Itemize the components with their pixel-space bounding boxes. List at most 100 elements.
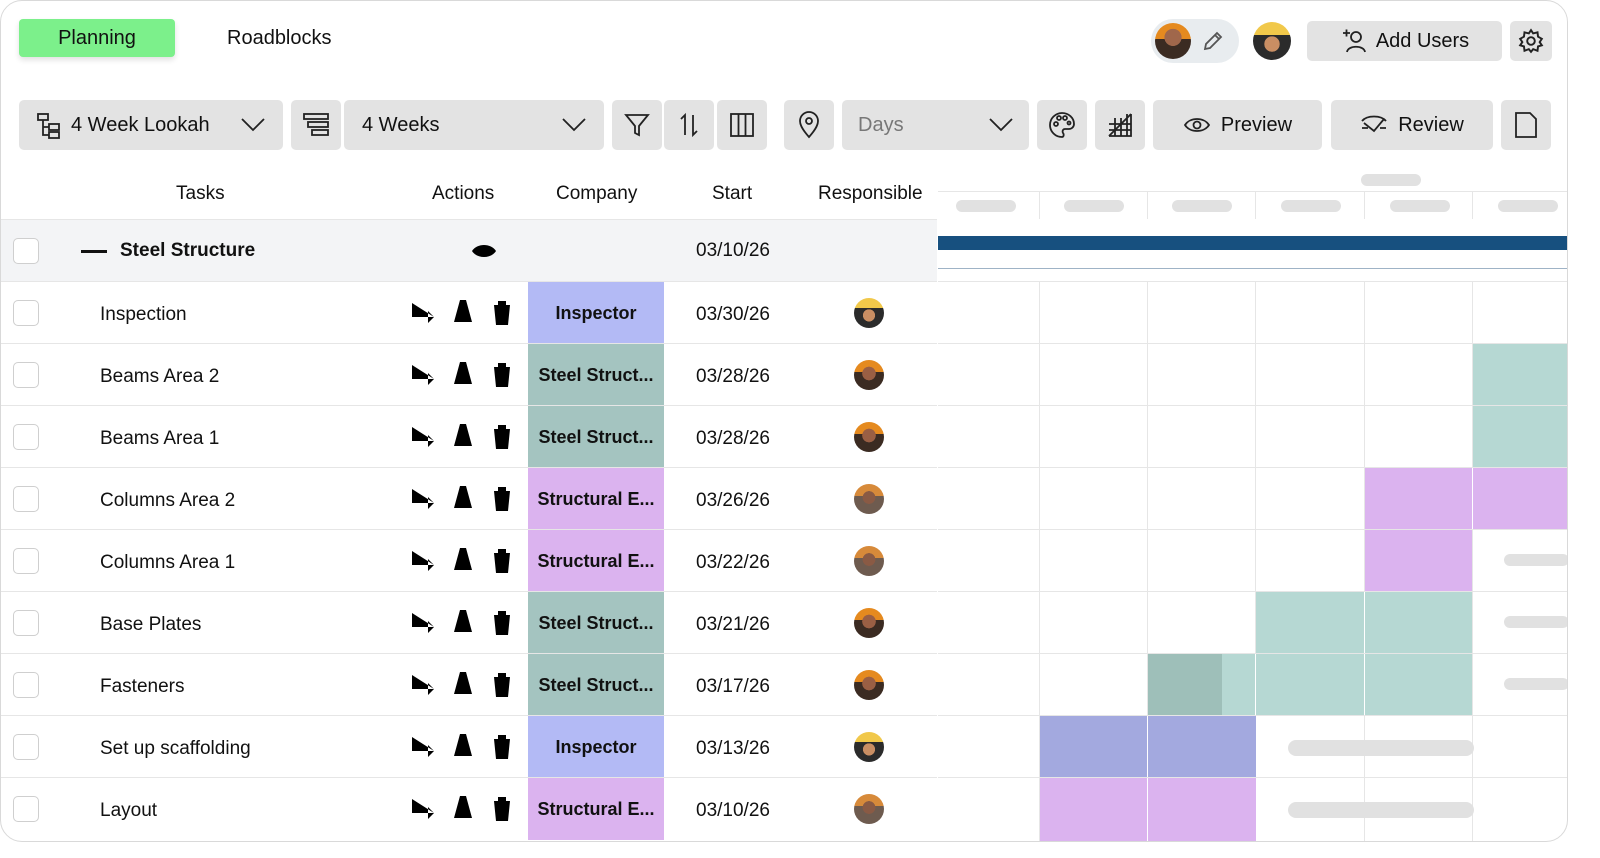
trash-icon[interactable] xyxy=(490,423,514,451)
eye-off-icon[interactable] xyxy=(470,238,498,264)
row-checkbox[interactable] xyxy=(13,548,39,574)
add-users-button[interactable]: Add Users xyxy=(1307,21,1502,61)
trash-icon[interactable] xyxy=(490,299,514,327)
arrow-right-icon[interactable] xyxy=(409,548,437,574)
trash-icon[interactable] xyxy=(490,609,514,637)
cone-icon[interactable] xyxy=(451,298,475,326)
collapse-icon[interactable] xyxy=(81,250,107,253)
sort-button[interactable] xyxy=(664,100,714,150)
cone-icon[interactable] xyxy=(451,484,475,512)
table-row[interactable]: Columns Area 1 Structural E... 03/22/26 xyxy=(1,529,937,592)
task-name[interactable]: Layout xyxy=(100,800,158,821)
task-name[interactable]: Beams Area 1 xyxy=(100,428,220,449)
editors-group[interactable] xyxy=(1151,19,1239,63)
row-checkbox[interactable] xyxy=(13,734,39,760)
company-badge[interactable]: Steel Struct... xyxy=(528,654,664,716)
arrow-right-icon[interactable] xyxy=(409,486,437,512)
avatar[interactable] xyxy=(854,422,884,452)
row-checkbox[interactable] xyxy=(13,610,39,636)
gantt-task-bar[interactable] xyxy=(1365,468,1567,529)
cone-icon[interactable] xyxy=(451,670,475,698)
task-name[interactable]: Base Plates xyxy=(100,614,202,635)
start-date[interactable]: 03/17/26 xyxy=(696,676,770,697)
palette-button[interactable] xyxy=(1037,100,1087,150)
trash-icon[interactable] xyxy=(490,361,514,389)
arrow-right-icon[interactable] xyxy=(409,734,437,760)
task-name[interactable]: Beams Area 2 xyxy=(100,366,220,387)
trash-icon[interactable] xyxy=(490,671,514,699)
arrow-right-icon[interactable] xyxy=(409,796,437,822)
table-row[interactable]: Beams Area 2 Steel Struct... 03/28/26 xyxy=(1,343,937,406)
company-badge[interactable]: Inspector xyxy=(528,282,664,344)
scale-select[interactable]: Days xyxy=(842,100,1029,150)
outline-button[interactable] xyxy=(291,100,341,150)
columns-button[interactable] xyxy=(717,100,767,150)
start-date[interactable]: 03/28/26 xyxy=(696,366,770,387)
table-row[interactable]: Layout Structural E... 03/10/26 xyxy=(1,777,937,840)
view-select[interactable]: 4 Week Lookah xyxy=(19,100,283,150)
avatar[interactable] xyxy=(854,794,884,824)
start-date[interactable]: 03/28/26 xyxy=(696,428,770,449)
group-row[interactable]: Steel Structure 03/10/26 xyxy=(1,219,937,281)
task-name[interactable]: Set up scaffolding xyxy=(100,738,251,759)
gantt-group-bar[interactable] xyxy=(938,236,1567,250)
trash-icon[interactable] xyxy=(490,795,514,823)
company-badge[interactable]: Structural E... xyxy=(528,778,664,840)
range-select[interactable]: 4 Weeks xyxy=(344,100,604,150)
company-badge[interactable]: Structural E... xyxy=(528,468,664,530)
company-badge[interactable]: Structural E... xyxy=(528,530,664,592)
preview-button[interactable]: Preview xyxy=(1153,100,1322,150)
arrow-right-icon[interactable] xyxy=(409,362,437,388)
table-row[interactable]: Base Plates Steel Struct... 03/21/26 xyxy=(1,591,937,654)
trash-icon[interactable] xyxy=(490,733,514,761)
table-row[interactable]: Fasteners Steel Struct... 03/17/26 xyxy=(1,653,937,716)
tab-roadblocks[interactable]: Roadblocks xyxy=(227,19,332,57)
task-name[interactable]: Columns Area 1 xyxy=(100,552,236,573)
avatar[interactable] xyxy=(854,732,884,762)
avatar[interactable] xyxy=(854,608,884,638)
task-name[interactable]: Columns Area 2 xyxy=(100,490,236,511)
settings-button[interactable] xyxy=(1510,21,1552,61)
gantt-task-bar[interactable] xyxy=(1473,406,1567,467)
cone-icon[interactable] xyxy=(451,608,475,636)
start-date[interactable]: 03/10/26 xyxy=(696,800,770,821)
start-date[interactable]: 03/21/26 xyxy=(696,614,770,635)
company-badge[interactable]: Steel Struct... xyxy=(528,406,664,468)
cone-icon[interactable] xyxy=(451,422,475,450)
cone-icon[interactable] xyxy=(451,546,475,574)
company-badge[interactable]: Inspector xyxy=(528,716,664,778)
column-responsible[interactable]: Responsible xyxy=(818,183,923,204)
row-checkbox[interactable] xyxy=(13,238,39,264)
avatar[interactable] xyxy=(854,484,884,514)
avatar[interactable] xyxy=(854,670,884,700)
avatar[interactable] xyxy=(854,298,884,328)
cone-icon[interactable] xyxy=(451,360,475,388)
gantt-task-bar[interactable] xyxy=(1040,716,1256,777)
start-date[interactable]: 03/22/26 xyxy=(696,552,770,573)
avatar[interactable] xyxy=(1253,22,1291,60)
row-checkbox[interactable] xyxy=(13,424,39,450)
table-row[interactable]: Beams Area 1 Steel Struct... 03/28/26 xyxy=(1,405,937,468)
plus-icon[interactable] xyxy=(430,238,456,264)
row-checkbox[interactable] xyxy=(13,362,39,388)
row-checkbox[interactable] xyxy=(13,672,39,698)
row-checkbox[interactable] xyxy=(13,486,39,512)
column-company[interactable]: Company xyxy=(556,183,638,204)
filter-button[interactable] xyxy=(612,100,662,150)
task-name[interactable]: Fasteners xyxy=(100,676,185,697)
trash-icon[interactable] xyxy=(490,547,514,575)
arrow-right-icon[interactable] xyxy=(409,610,437,636)
start-date[interactable]: 03/30/26 xyxy=(696,304,770,325)
arrow-right-icon[interactable] xyxy=(409,300,437,326)
avatar[interactable] xyxy=(854,546,884,576)
gantt-task-bar[interactable] xyxy=(1473,344,1567,405)
review-button[interactable]: Review xyxy=(1331,100,1493,150)
cone-icon[interactable] xyxy=(451,732,475,760)
row-checkbox[interactable] xyxy=(13,796,39,822)
row-checkbox[interactable] xyxy=(13,300,39,326)
table-row[interactable]: Set up scaffolding Inspector 03/13/26 xyxy=(1,715,937,778)
start-date[interactable]: 03/26/26 xyxy=(696,490,770,511)
tab-planning[interactable]: Planning xyxy=(19,19,175,57)
task-name[interactable]: Inspection xyxy=(100,304,187,325)
column-start[interactable]: Start xyxy=(712,183,753,204)
